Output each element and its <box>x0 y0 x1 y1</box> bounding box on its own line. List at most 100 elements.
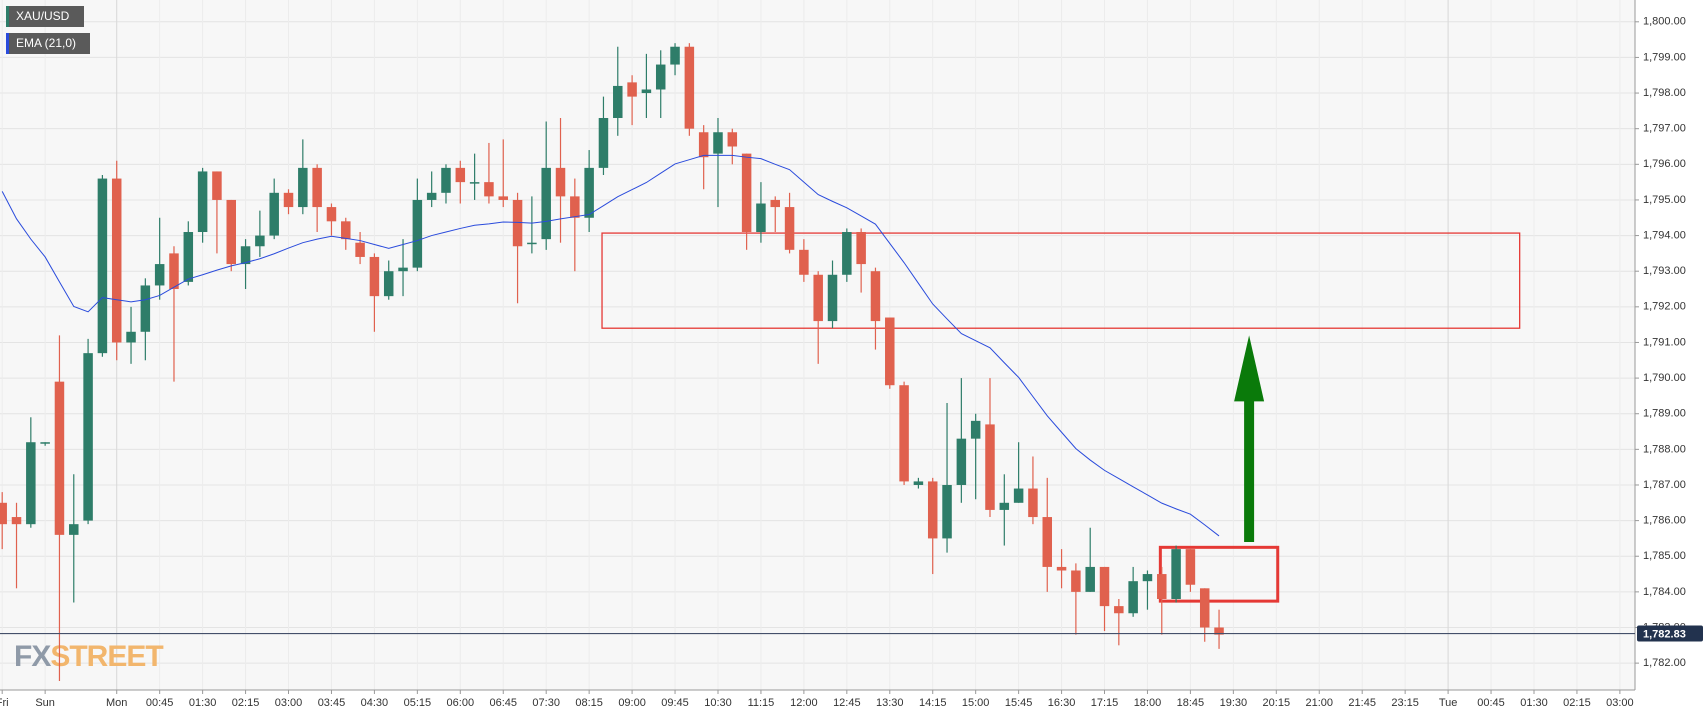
candle-body <box>0 502 7 525</box>
y-tick-label: 1,784.00 <box>1643 586 1686 598</box>
x-tick-label: 03:00 <box>275 697 303 709</box>
candle-body <box>527 242 537 245</box>
candle-body <box>885 317 895 386</box>
candle-body <box>970 420 981 439</box>
candle-body <box>1042 517 1053 567</box>
candle-body <box>756 203 766 233</box>
candle-body <box>1171 549 1181 599</box>
candle-body <box>1142 574 1153 582</box>
candle-body <box>1128 581 1138 614</box>
candle-body <box>355 242 365 257</box>
candle-body <box>512 199 523 247</box>
x-tick-label: 16:30 <box>1048 697 1076 709</box>
x-tick-label: 00:45 <box>1477 697 1505 709</box>
x-tick-label: 18:00 <box>1134 697 1162 709</box>
last-price-label: 1,782.83 <box>1643 628 1686 640</box>
candle-body <box>26 442 36 525</box>
x-tick-label: 20:15 <box>1263 697 1291 709</box>
candle-body <box>498 196 508 200</box>
candle-body <box>684 46 695 129</box>
y-tick-label: 1,785.00 <box>1643 550 1686 562</box>
candle-body <box>956 438 967 485</box>
candle-body <box>1185 549 1196 585</box>
candle-body <box>40 442 50 444</box>
candle-body <box>255 235 265 247</box>
zone <box>601 232 1521 329</box>
candle-body <box>283 192 294 208</box>
candle-body <box>713 132 723 154</box>
legend-label: EMA (21,0) <box>16 36 76 50</box>
candle-body <box>1071 570 1081 592</box>
candle-body <box>11 517 22 525</box>
x-tick-label: Fri <box>0 697 9 709</box>
y-tick-label: 1,782.00 <box>1643 657 1686 669</box>
x-tick-label: 17:15 <box>1091 697 1119 709</box>
candle-body <box>183 232 194 282</box>
candle-body <box>398 267 408 272</box>
candle-body <box>326 207 337 222</box>
candle-body <box>541 167 551 240</box>
legend-box <box>6 6 84 27</box>
candle-body <box>426 192 437 200</box>
x-tick-label: 15:00 <box>962 697 990 709</box>
y-tick-label: 1,796.00 <box>1643 158 1686 170</box>
x-tick-label: 03:45 <box>318 697 346 709</box>
candle-body <box>913 481 924 485</box>
candle-body <box>655 64 666 90</box>
candle-body <box>455 167 466 183</box>
candle-body <box>1099 566 1110 607</box>
watermark: FXSTREET <box>14 640 163 673</box>
x-tick-label: Sun <box>35 697 55 709</box>
candle-body <box>827 274 838 322</box>
x-tick-label: 05:15 <box>404 697 432 709</box>
x-tick-label: 12:45 <box>833 697 861 709</box>
legend-swatch <box>6 33 9 54</box>
x-tick-label: 11:15 <box>748 697 775 709</box>
candle-body <box>927 481 938 539</box>
candle-body <box>584 167 594 218</box>
x-tick-label: 02:15 <box>232 697 260 709</box>
candle-body <box>856 232 866 265</box>
y-tick-label: 1,788.00 <box>1643 443 1686 455</box>
candle-body <box>942 484 952 539</box>
candle-body <box>842 232 852 275</box>
y-tick-label: 1,794.00 <box>1643 229 1686 241</box>
x-tick-label: 08:15 <box>575 697 603 709</box>
candle-body <box>154 264 165 286</box>
candle-body <box>999 502 1010 510</box>
candle-body <box>784 207 795 250</box>
candle-body <box>126 331 136 343</box>
candle-body <box>140 285 151 332</box>
y-tick-label: 1,790.00 <box>1643 372 1686 384</box>
x-tick-label: 21:00 <box>1305 697 1333 709</box>
candle-body <box>627 82 637 97</box>
candle-body <box>813 274 823 322</box>
candle-body <box>1199 588 1210 628</box>
candle-body <box>985 424 995 510</box>
candle-body <box>341 221 351 240</box>
watermark-part: STREET <box>50 640 163 673</box>
candle-body <box>369 256 380 297</box>
x-tick-label: 01:30 <box>1520 697 1548 709</box>
candle-body <box>240 246 251 265</box>
candle-body <box>169 253 179 290</box>
x-tick-label: 03:00 <box>1606 697 1634 709</box>
y-tick-label: 1,798.00 <box>1643 87 1686 99</box>
candle-body <box>469 182 480 184</box>
candle-body <box>1013 488 1024 503</box>
x-tick-label: 01:30 <box>189 697 217 709</box>
x-tick-label: 00:45 <box>146 697 174 709</box>
candle-body <box>613 85 623 118</box>
candle-body <box>1114 606 1124 614</box>
candle-body <box>1028 488 1038 518</box>
legend-box <box>6 33 90 54</box>
candle-body <box>741 153 752 233</box>
candle-body <box>212 171 222 200</box>
x-tick-label: 21:45 <box>1348 697 1376 709</box>
x-tick-label: Mon <box>106 697 127 709</box>
y-tick-label: 1,799.00 <box>1643 51 1686 63</box>
candle-body <box>870 271 881 322</box>
watermark-part: FX <box>14 640 51 673</box>
